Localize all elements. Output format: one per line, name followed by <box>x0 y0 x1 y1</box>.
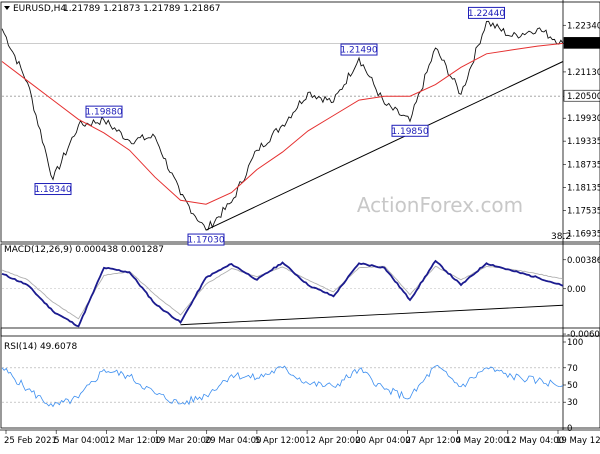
time-tick-label: 27 Apr 12:00 <box>405 436 460 446</box>
annotation-text: 1.21490 <box>340 46 377 56</box>
time-tick-label: 19 May 12:00 <box>556 436 600 446</box>
time-tick-label: 19 Mar 20:00 <box>155 436 212 446</box>
price-tick-label: 1.21867 <box>567 39 600 49</box>
annotation-text: 1.18340 <box>34 185 71 195</box>
annotation-box <box>34 183 72 196</box>
time-tick-label: 20 Apr 04:00 <box>355 436 410 446</box>
price-annotation-label: 1.18340 <box>34 183 72 196</box>
macd-tick-label: 0.00 <box>567 285 586 295</box>
time-tick-label: 12 Apr 20:00 <box>305 436 360 446</box>
corner-value: 38.2 <box>551 232 571 242</box>
price-annotation-label: 1.19850 <box>391 124 429 137</box>
price-tick-label: 1.21130 <box>567 68 600 78</box>
annotation-box <box>340 43 378 56</box>
time-tick-label: 5 Apr 12:00 <box>255 436 305 446</box>
panel-frame-rsi <box>0 327 600 429</box>
axes-layer: 1.22340 1.21867 1.21130 1.20500 1.19930 1.193… <box>4 21 600 446</box>
price-annotation-label: 1.21490 <box>340 43 378 56</box>
price-tick-label: 1.16935 <box>567 230 600 240</box>
rsi-tick-label: 70 <box>567 364 578 374</box>
price-tick-label: 1.20500 <box>567 92 600 102</box>
time-tick-label: 5 Mar 04:00 <box>54 436 105 446</box>
watermark-layer: ActionForex.com <box>357 193 523 217</box>
macd-tick-label: 0.003864 <box>567 256 600 266</box>
watermark: ActionForex.com <box>357 193 523 217</box>
panel-frame-price <box>0 1 600 243</box>
rsi-tick-label: 100 <box>567 338 583 348</box>
price-tick-label: 1.19930 <box>567 114 600 124</box>
price-tick-label: 1.22340 <box>567 21 600 31</box>
time-tick-label: 29 Mar 04:00 <box>205 436 262 446</box>
price-tick-label: 1.18135 <box>567 183 600 193</box>
macd-support-line <box>180 304 564 326</box>
panel-frame-macd <box>0 243 600 337</box>
time-tick-label: 12 Mar 12:00 <box>104 436 161 446</box>
time-tick-label: 25 Feb 2021 <box>4 436 57 446</box>
annotation-box <box>391 124 429 137</box>
annotation-box <box>187 233 225 246</box>
price-tick-label: 1.18735 <box>567 160 600 170</box>
price-level-box <box>563 89 600 102</box>
annotation-text: 1.19850 <box>391 127 428 137</box>
annotation-box <box>468 6 505 19</box>
ohlc-readout: 1.21789 1.21873 1.21789 1.21867 <box>63 4 220 14</box>
symbol-menu-arrow-icon[interactable] <box>4 6 10 10</box>
rsi-tick-label: 0 <box>567 424 572 434</box>
price-annotation-label: 1.19880 <box>85 105 123 118</box>
series-layer <box>1 20 564 408</box>
uptrend-line <box>205 61 564 231</box>
macd-label: MACD(12,26,9) 0.000438 0.001287 <box>4 245 164 255</box>
rsi-line <box>1 364 564 408</box>
annotation-text: 1.19880 <box>85 108 122 118</box>
rsi-tick-label: 50 <box>567 381 578 391</box>
macd-line <box>1 259 564 328</box>
price-tick-label: 1.17535 <box>567 207 600 217</box>
grid-layer <box>0 0 600 431</box>
rsi-label: RSI(14) 49.6078 <box>4 342 77 352</box>
annotation-text: 1.17030 <box>187 236 224 246</box>
price-level-box <box>563 37 600 49</box>
price-series-line <box>1 20 564 231</box>
annotation-text: 1.22440 <box>468 9 505 19</box>
moving-average-line <box>1 42 564 205</box>
macd-tick-label: -0.006038 <box>567 330 600 340</box>
price-tick-label: 1.19335 <box>567 137 600 147</box>
price-annotation-label: 1.22440 <box>468 6 505 19</box>
annotation-box <box>85 105 123 118</box>
symbol-label: EURUSD,H4 <box>13 4 66 14</box>
labels-layer: EURUSD,H4 1.21789 1.21873 1.21789 1.2186… <box>4 4 571 352</box>
macd-signal-line <box>1 265 564 320</box>
price-annotation-label: 1.17030 <box>187 233 225 246</box>
time-tick-label: 12 May 04:00 <box>506 436 564 446</box>
rsi-tick-label: 30 <box>567 398 578 408</box>
time-tick-label: 4 May 20:00 <box>456 436 509 446</box>
